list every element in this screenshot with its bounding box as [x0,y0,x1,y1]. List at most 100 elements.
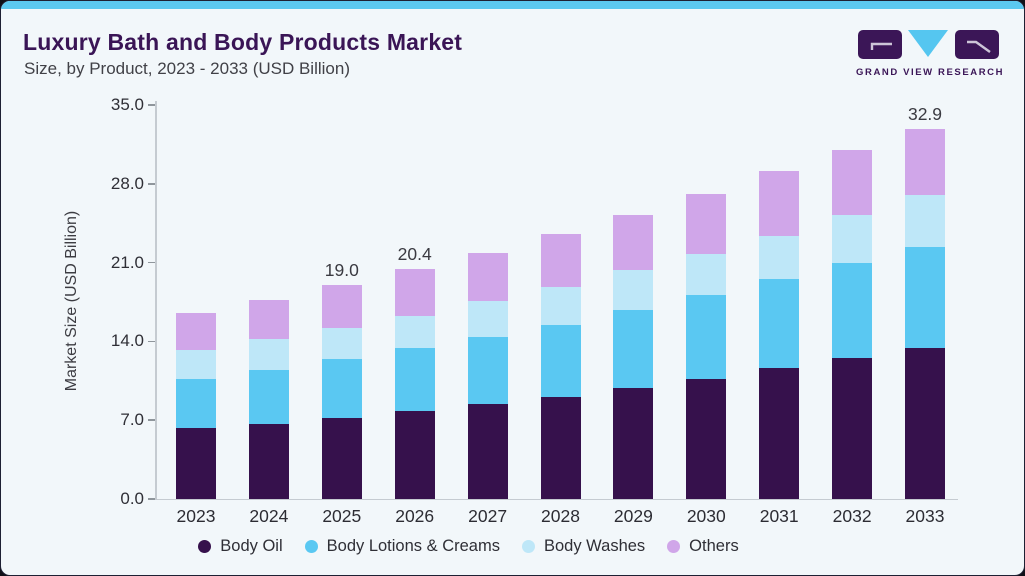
bar-value-label-2033: 32.9 [907,103,943,124]
bar-2025 [321,285,362,499]
bar-segment-body-lotions-creams [394,348,435,412]
bar-segment-body-washes [321,327,362,360]
x-tick-label-2026: 2026 [395,506,435,526]
x-tick-label-2030: 2030 [686,506,726,526]
x-tick-label-2028: 2028 [541,506,580,526]
bar-2032 [832,150,873,499]
bar-segment-others [759,171,800,236]
legend-item-body-washes: Body Washes [521,537,646,556]
y-tick-label: 28.0 [110,173,144,193]
page-subtitle: Size, by Product, 2023 - 2033 (USD Billi… [24,59,350,78]
bar-segment-body-washes [686,253,727,296]
bar-2029 [613,215,654,499]
bar-segment-body-washes [394,315,435,349]
page-title: Luxury Bath and Body Products Market [23,29,463,55]
x-tick-label-2023: 2023 [176,506,216,526]
bar-segment-body-washes [832,215,873,263]
bar-value-label-2025: 19.0 [324,260,359,281]
bar-segment-body-oil [176,428,216,499]
y-tick-mark [148,340,155,343]
y-tick-mark [148,419,155,421]
bar-segment-body-oil [905,348,945,499]
bar-value-label-2026: 20.4 [397,244,432,265]
gvr-logo-icon [858,30,999,59]
bar-segment-body-lotions-creams [613,309,654,388]
x-tick-label-2027: 2027 [468,506,508,526]
x-tick-label-2025: 2025 [322,506,362,526]
bar-segment-body-oil [394,411,435,499]
bar-segment-body-washes [467,300,508,337]
x-tick-label-2032: 2032 [832,506,872,526]
bar-segment-others [321,285,362,328]
bar-segment-body-washes [905,195,945,247]
legend-dot-body-oil [198,540,212,553]
legend-item-body-oil: Body Oil [198,537,283,556]
bar-segment-body-lotions-creams [540,324,581,397]
legend-label-body-oil: Body Oil [220,537,283,555]
legend-dot-body-washes [521,540,535,553]
bar-2026 [394,269,435,499]
x-tick-label-2024: 2024 [249,506,289,526]
y-tick-mark [148,183,155,185]
bar-2027 [467,252,508,499]
x-tick-label-2029: 2029 [613,506,653,526]
x-tick-label-2033: 2033 [905,506,945,526]
bar-segment-body-oil [613,387,654,499]
bar-segment-body-oil [248,423,289,499]
bar-segment-others [832,150,873,216]
y-tick-label: 35.0 [110,95,144,114]
legend-item-body-lotions-creams: Body Lotions & Creams [304,537,500,556]
y-tick-label: 21.0 [110,252,144,272]
bar-segment-body-lotions-creams [176,378,216,429]
bar-segment-others [686,193,727,254]
legend-dot-others [667,540,681,553]
bar-2023 [176,313,216,499]
bar-segment-body-lotions-creams [686,295,727,379]
legend-label-others: Others [689,537,739,555]
gvr-logo: GRAND VIEW RESEARCH [856,29,1005,78]
bar-segment-body-washes [759,235,800,280]
bar-segment-others [905,128,945,196]
legend-dot-body-lotions-creams [304,540,318,553]
bar-segment-others [613,215,654,271]
y-axis-line [155,101,157,500]
bar-2024 [248,299,289,499]
legend-item-others: Others [667,537,739,556]
bar-segment-body-washes [176,350,216,379]
bar-segment-body-oil [540,396,581,499]
bar-segment-others [540,234,581,288]
y-tick-label: 0.0 [120,489,144,508]
legend-label-body-washes: Body Washes [543,537,646,555]
bar-segment-body-lotions-creams [321,359,362,418]
bar-segment-body-lotions-creams [759,279,800,369]
y-axis-title: Market Size (USD Billion) [63,210,80,392]
bar-2030 [686,193,727,499]
gvr-logo-text: GRAND VIEW RESEARCH [856,67,1005,78]
bar-segment-body-oil [686,378,727,499]
bar-segment-body-washes [248,339,289,370]
bar-segment-others [394,269,435,316]
x-axis-line [155,498,958,500]
bar-segment-body-lotions-creams [905,246,945,349]
bar-segment-body-oil [759,368,800,499]
bar-segment-body-oil [321,417,362,499]
y-tick-mark [148,498,155,500]
bar-segment-body-oil [832,358,873,499]
bar-segment-body-oil [467,404,508,499]
bar-segment-others [248,299,289,340]
bar-segment-body-lotions-creams [248,369,289,424]
bar-2033 [905,128,945,499]
bar-segment-body-washes [613,270,654,310]
bar-segment-body-lotions-creams [467,336,508,405]
y-tick-mark [148,104,155,106]
bar-segment-others [176,313,216,351]
top-accent-bar [1,1,1024,9]
bar-segment-body-lotions-creams [832,262,873,359]
legend-label-body-lotions-creams: Body Lotions & Creams [326,537,500,555]
bar-segment-others [467,252,508,301]
chart-legend: Body Oil Body Lotions & Creams Body Washes… [1,537,936,556]
bar-2028 [540,234,581,499]
y-tick-mark [148,261,155,264]
bar-2031 [759,171,800,499]
